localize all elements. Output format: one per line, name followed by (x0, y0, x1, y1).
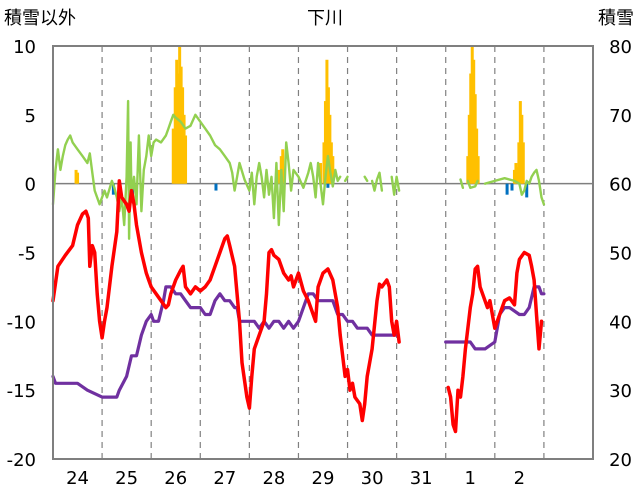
left-axis-title: 積雪以外 (4, 8, 76, 29)
precip-bar (171, 128, 175, 184)
precip-bar (76, 172, 80, 184)
right-tick-label: 50 (609, 244, 632, 265)
series-lines (51, 99, 546, 434)
x-tick-label: 24 (66, 468, 89, 489)
precip-bar (476, 156, 480, 184)
right-tick-label: 30 (609, 381, 632, 402)
x-tick-label: 30 (361, 468, 384, 489)
left-tick-label: 10 (13, 37, 36, 58)
change-bar (214, 183, 218, 191)
x-tick-label: 2 (514, 468, 525, 489)
left-tick-label: -5 (18, 244, 36, 265)
x-tick-label: 1 (465, 468, 476, 489)
temperature-line (51, 179, 544, 434)
precip-bars (74, 46, 529, 198)
precip-bar (319, 163, 323, 184)
chart-title: 下川 (307, 8, 343, 29)
change-bar (326, 183, 330, 188)
right-tick-label: 80 (609, 37, 632, 58)
precip-bar (281, 149, 285, 184)
wind-line (51, 99, 546, 240)
change-bar (525, 183, 529, 198)
left-tick-label: -10 (7, 312, 36, 333)
right-tick-label: 40 (609, 312, 632, 333)
x-tick-label: 26 (164, 468, 187, 489)
right-tick-label: 60 (609, 175, 632, 196)
precip-bar (521, 142, 525, 184)
precip-bar (331, 156, 335, 184)
change-bar (111, 183, 115, 195)
x-tick-label: 28 (262, 468, 285, 489)
left-tick-label: -15 (7, 381, 36, 402)
left-tick-label: -20 (7, 450, 36, 471)
plot-frame (52, 45, 594, 460)
left-tick-label: 5 (25, 106, 36, 127)
x-tick-label: 25 (115, 468, 138, 489)
right-axis-title: 積雪 (598, 8, 634, 29)
x-tick-label: 27 (213, 468, 236, 489)
right-tick-label: 70 (609, 106, 632, 127)
x-tick-label: 29 (312, 468, 335, 489)
x-tick-label: 31 (410, 468, 433, 489)
left-tick-label: 0 (25, 175, 36, 196)
precip-bar (277, 169, 281, 184)
change-bar (510, 183, 514, 191)
right-tick-label: 20 (609, 450, 632, 471)
precip-bar (184, 135, 188, 184)
change-bar (505, 183, 509, 195)
x-gridlines (101, 46, 545, 459)
